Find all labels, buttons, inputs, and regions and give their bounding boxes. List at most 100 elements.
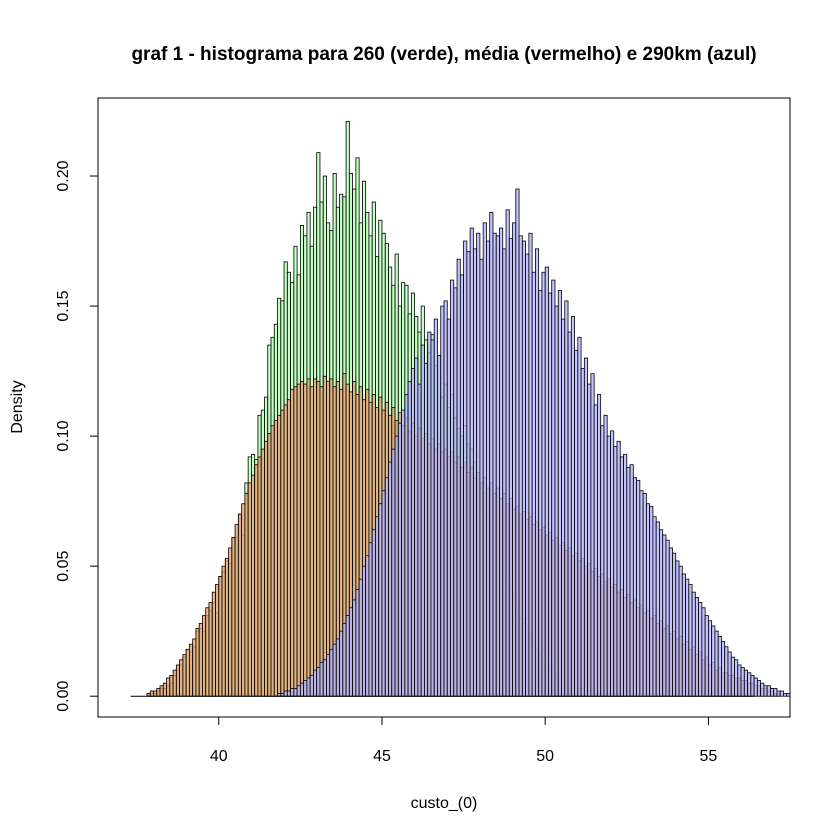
histogram-bar-azul <box>322 659 327 697</box>
histogram-bar-azul <box>668 547 673 697</box>
histogram-bar-vermelho <box>172 669 177 697</box>
histogram-bar-azul <box>521 240 527 697</box>
histogram-bar-azul <box>665 539 670 697</box>
histogram-bar-azul <box>593 404 598 697</box>
histogram-bar-vermelho <box>224 557 229 697</box>
histogram-bar-azul <box>724 646 729 697</box>
histogram-bar-azul <box>567 331 572 697</box>
histogram-bar-vermelho <box>215 583 220 697</box>
histogram-bar-azul <box>548 292 553 697</box>
histogram-bar-azul <box>482 222 487 697</box>
histogram-bar-azul <box>691 591 696 697</box>
histogram-bar-azul <box>655 521 660 697</box>
x-axis: 40 45 50 55 <box>210 716 717 765</box>
histogram-bar-azul <box>721 641 726 697</box>
histogram-bar-azul <box>365 555 370 697</box>
histogram-bar-vermelho <box>234 524 239 697</box>
histogram-bar-azul <box>694 596 700 697</box>
histogram-bar-azul <box>404 394 409 697</box>
histogram-bar-azul <box>763 685 768 697</box>
histogram-bar-vermelho <box>296 383 301 697</box>
histogram-bar-azul <box>472 248 478 697</box>
histogram-bar-vermelho <box>205 607 210 697</box>
histogram-bar-azul <box>619 456 624 697</box>
histogram-bar-azul <box>564 300 569 697</box>
histogram-bar-azul <box>554 305 559 697</box>
histogram-bar-azul <box>290 687 295 697</box>
histogram-bar-azul <box>672 552 677 697</box>
histogram-bar-azul <box>469 227 474 697</box>
chart-title: graf 1 - histograma para 260 (verde), mé… <box>131 44 756 65</box>
histogram-bar-azul <box>603 414 608 697</box>
histogram-bar-vermelho <box>208 602 213 697</box>
histogram-bar-azul <box>368 542 373 697</box>
histogram-bar-azul <box>355 589 360 697</box>
histogram-bar-vermelho <box>211 591 216 697</box>
histogram-bar-azul <box>756 680 762 697</box>
histogram-bar-azul <box>704 615 709 697</box>
histogram-bar-vermelho <box>182 654 187 697</box>
histogram-bar-vermelho <box>309 386 314 697</box>
histogram-bar-azul <box>433 318 438 697</box>
histogram-bar-azul <box>531 271 536 697</box>
histogram-bar-vermelho <box>228 547 233 697</box>
histogram-bar-azul <box>309 674 314 697</box>
histogram-bar-azul <box>446 318 451 697</box>
histogram-bar-azul <box>345 615 350 697</box>
histogram-bar-azul <box>737 664 742 697</box>
histogram-bar-azul <box>394 435 399 697</box>
histogram-bar-azul <box>538 290 543 697</box>
histogram-bar-azul <box>525 253 530 697</box>
histogram-bar-vermelho <box>303 383 308 697</box>
histogram-bar-azul <box>649 505 654 697</box>
histogram-bar-azul <box>561 318 566 697</box>
histogram-bar-vermelho <box>251 474 256 697</box>
histogram-bar-azul <box>639 490 644 697</box>
histogram-bar-azul <box>659 529 664 697</box>
histogram-bar-vermelho <box>244 492 249 697</box>
y-axis: 0.00 0.05 0.10 0.15 0.20 <box>55 160 99 712</box>
histogram-bar-vermelho <box>179 659 184 697</box>
histogram-bar-azul <box>577 336 582 697</box>
histogram-bar-vermelho <box>293 386 298 697</box>
histogram-bar-azul <box>557 290 562 697</box>
histogram-bar-azul <box>613 446 618 697</box>
histogram-bar-azul <box>626 466 631 697</box>
histogram-bar-azul <box>381 490 386 697</box>
histogram-bar-azul <box>489 212 494 697</box>
histogram-bar-azul <box>476 232 481 697</box>
histogram-bar-vermelho <box>273 420 278 697</box>
histogram-bar-azul <box>629 464 634 697</box>
histogram-bar-azul <box>417 383 422 697</box>
histogram-bar-azul <box>717 635 722 697</box>
histogram-bar-azul <box>714 630 719 697</box>
histogram-bar-vermelho <box>326 381 331 697</box>
histogram-bar-azul <box>410 368 416 697</box>
histogram-bar-vermelho <box>237 513 243 697</box>
y-tick-label: 0.05 <box>55 550 72 581</box>
histogram-bar-azul <box>698 602 703 697</box>
histogram-bar-azul <box>747 672 752 697</box>
histogram-bar-vermelho <box>192 638 197 697</box>
histogram-bar-azul <box>505 209 510 697</box>
histogram-bar-azul <box>313 669 318 697</box>
histogram-bar-azul <box>580 368 585 697</box>
histogram-bar-azul <box>440 305 445 697</box>
histogram-bar-vermelho <box>264 440 269 697</box>
histogram-bar-azul <box>358 578 363 697</box>
histogram-bar-azul <box>616 440 621 697</box>
histogram-bar-azul <box>375 516 380 697</box>
x-tick-label: 45 <box>373 748 391 765</box>
histogram-bar-azul <box>743 669 748 697</box>
histogram-bar-azul <box>583 357 589 697</box>
y-axis-label: Density <box>9 380 26 433</box>
histogram-bar-vermelho <box>257 456 262 697</box>
histogram-bar-azul <box>535 248 540 697</box>
histogram-bar-vermelho <box>149 690 154 697</box>
histogram-bar-vermelho <box>290 388 295 697</box>
histogram-bar-azul <box>518 235 523 697</box>
histogram-bar-azul <box>335 638 340 697</box>
histogram-bar-azul <box>551 279 556 697</box>
histogram-bar-vermelho <box>280 409 285 697</box>
